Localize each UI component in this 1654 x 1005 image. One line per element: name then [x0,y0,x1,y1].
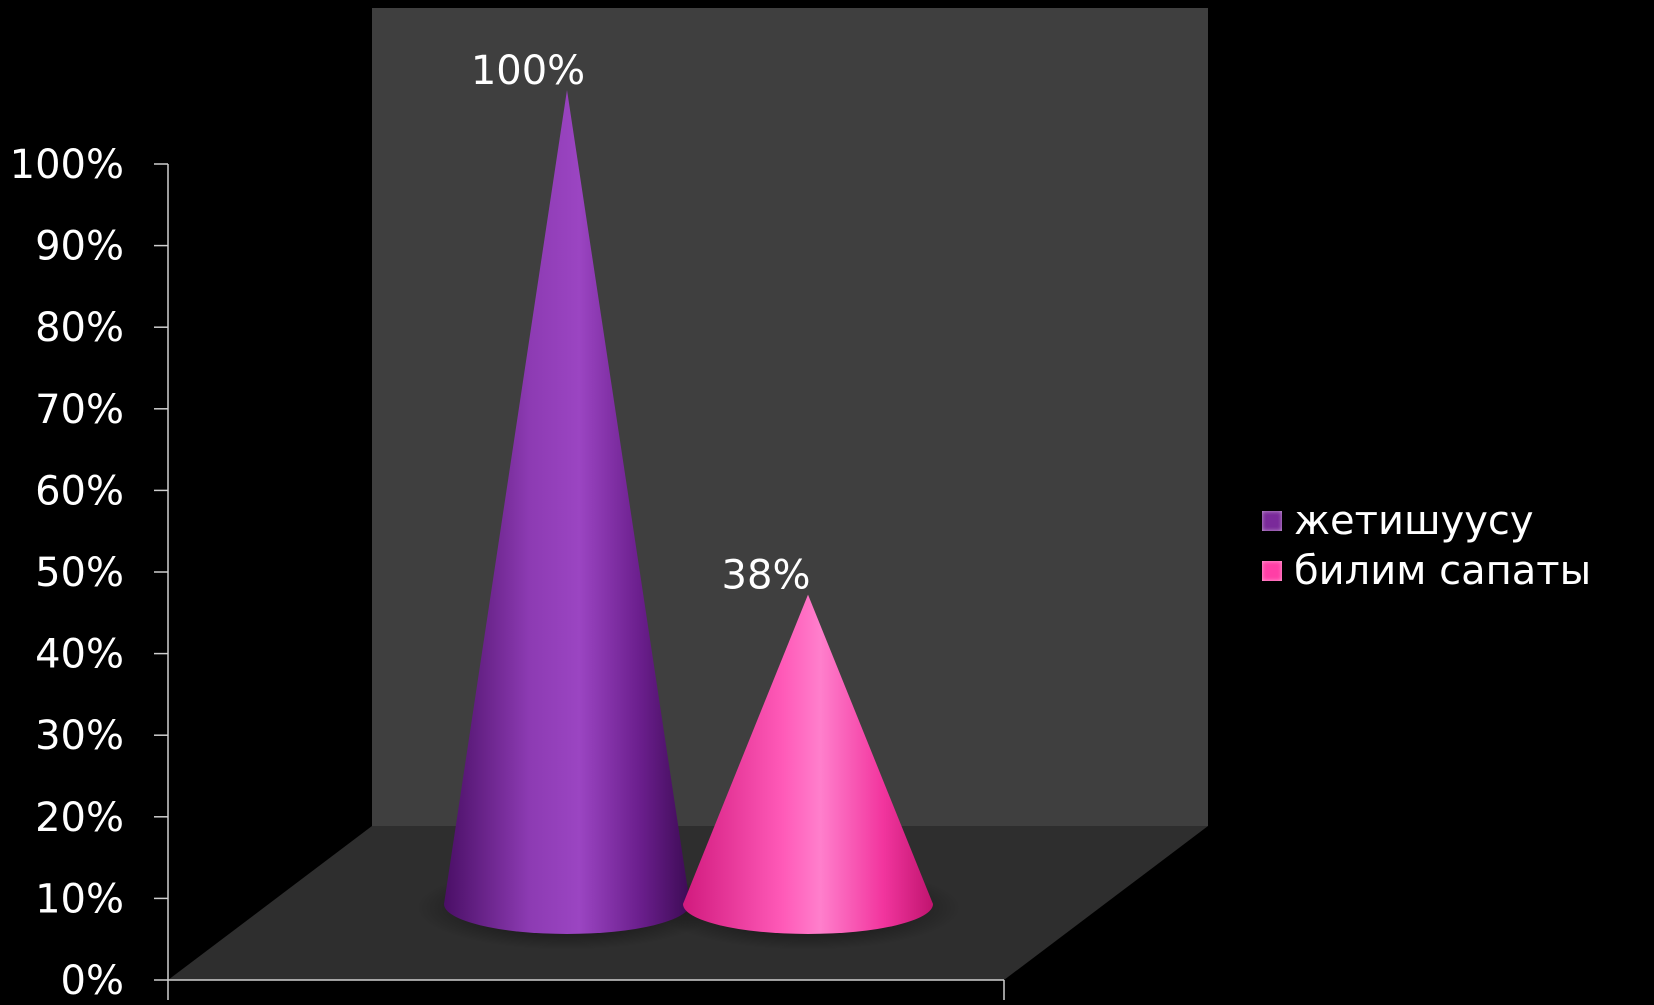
legend-item: билим сапаты [1262,546,1591,596]
data-labels: 100% 38% [471,48,811,599]
legend-swatch [1262,511,1282,531]
y-tick-label: 50% [35,550,124,596]
legend: жетишуусу билим сапаты [1262,496,1591,596]
y-tick-label: 40% [35,632,124,678]
chart-side-wall [168,8,372,980]
cone-body [444,90,690,934]
cone-bilim-sapaty [683,594,933,934]
y-tick-label: 80% [35,305,124,351]
data-label: 100% [471,48,585,94]
cones [444,90,933,934]
y-axis: 0% 10% 20% 30% 40% 50% 60% 70% 80% 90% 100% [10,142,1005,1004]
legend-label: билим сапаты [1294,548,1592,594]
legend-swatch [1262,561,1282,581]
y-tick-label: 70% [35,387,124,433]
y-tick-label: 60% [35,468,124,514]
data-label: 38% [722,553,811,599]
y-tick-label: 90% [35,224,124,270]
y-tick-label: 30% [35,713,124,759]
y-tick-label: 20% [35,795,124,841]
legend-item: жетишуусу [1262,496,1591,546]
cone-body [683,594,933,934]
y-tick-label: 100% [10,142,124,188]
y-tick-label: 10% [35,876,124,922]
y-tick-label: 0% [61,958,124,1000]
legend-label: жетишуусу [1294,498,1534,544]
cone-zhetishuusu [444,90,690,934]
